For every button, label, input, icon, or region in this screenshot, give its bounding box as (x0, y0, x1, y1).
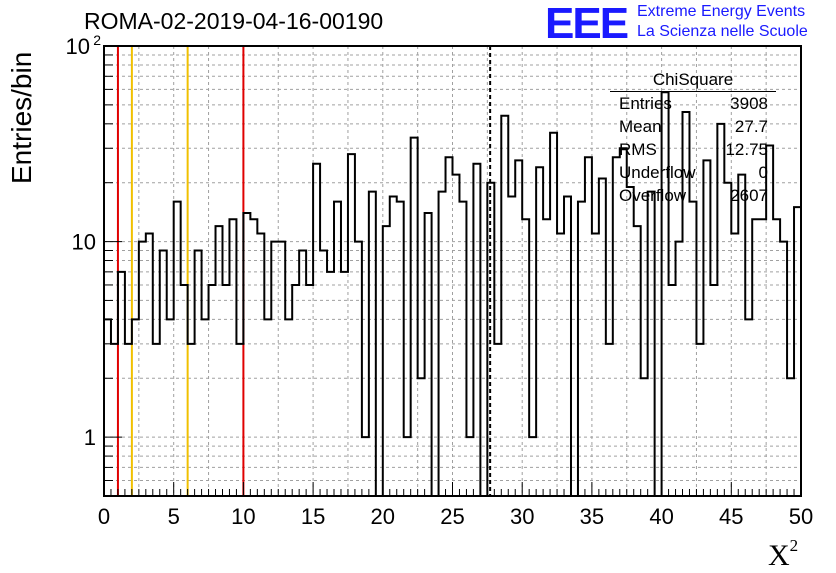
x-tick-label: 25 (440, 504, 464, 529)
x-tick-label: 0 (98, 504, 110, 529)
stats-label: Mean (619, 117, 662, 136)
stats-value: 3908 (730, 94, 768, 113)
x-axis-label: X2 (768, 536, 798, 573)
stats-row-entries: Entries 3908 (610, 92, 776, 115)
stats-label: Entries (619, 94, 672, 113)
y-tick-label: 1 (84, 425, 96, 450)
x-axis-label-base: X (768, 539, 790, 572)
brand-line-2: La Scienza nelle Scuole (637, 23, 808, 40)
x-tick-label: 20 (371, 504, 395, 529)
chart-title: ROMA-02-2019-04-16-00190 (84, 8, 384, 34)
x-tick-label: 30 (510, 504, 534, 529)
stats-row-overflow: Overflow 2607 (610, 184, 776, 207)
stats-row-underflow: Underflow 0 (610, 161, 776, 184)
eee-logo: EEE (545, 0, 629, 48)
stats-title: ChiSquare (610, 70, 776, 92)
grid-layer (104, 46, 801, 496)
x-tick-label: 45 (719, 504, 743, 529)
stats-row-rms: RMS 12.75 (610, 138, 776, 161)
histogram-bins (104, 91, 801, 497)
x-axis-label-superscript: 2 (789, 536, 799, 555)
stats-value: 0 (758, 163, 768, 182)
histogram-outline (104, 91, 801, 497)
stats-value: 12.75 (725, 140, 768, 159)
stats-value: 2607 (730, 186, 768, 205)
y-tick-label: 10 (72, 230, 96, 255)
x-tick-label: 35 (580, 504, 604, 529)
y-tick-label: 10 (66, 34, 90, 59)
axis-ticks (103, 45, 802, 497)
x-tick-label: 40 (649, 504, 673, 529)
y-tick-label-exponent: 2 (93, 32, 101, 48)
x-tick-label: 50 (789, 504, 813, 529)
stats-box: ChiSquare Entries 3908 Mean 27.7 RMS 12.… (610, 70, 776, 207)
stats-label: RMS (619, 140, 657, 159)
y-axis-label: Entries/bin (6, 51, 37, 184)
x-tick-label: 10 (231, 504, 255, 529)
x-tick-labels: 0 5 10 15 20 25 30 35 40 45 50 (98, 504, 813, 529)
stats-label: Underflow (619, 163, 696, 182)
brand-line-1: Extreme Energy Events (637, 3, 806, 20)
x-tick-label: 5 (168, 504, 180, 529)
stats-label: Overflow (619, 186, 687, 205)
stats-row-mean: Mean 27.7 (610, 115, 776, 138)
stats-value: 27.7 (734, 117, 768, 136)
x-tick-label: 15 (301, 504, 325, 529)
